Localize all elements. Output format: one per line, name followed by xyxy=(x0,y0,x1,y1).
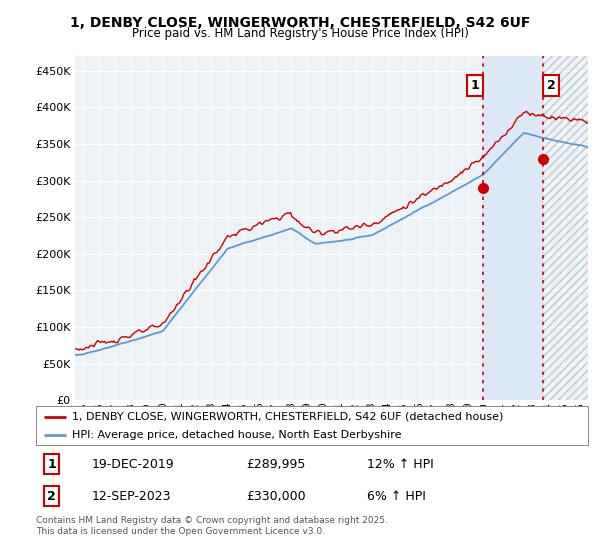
Text: 1: 1 xyxy=(471,79,479,92)
Text: 1: 1 xyxy=(47,458,56,470)
Text: 6% ↑ HPI: 6% ↑ HPI xyxy=(367,490,426,503)
Text: Price paid vs. HM Land Registry's House Price Index (HPI): Price paid vs. HM Land Registry's House … xyxy=(131,27,469,40)
Bar xyxy=(543,56,588,400)
Text: 12% ↑ HPI: 12% ↑ HPI xyxy=(367,458,434,470)
Text: £289,995: £289,995 xyxy=(246,458,305,470)
Bar xyxy=(483,56,543,400)
Bar xyxy=(543,56,588,400)
Text: 1, DENBY CLOSE, WINGERWORTH, CHESTERFIELD, S42 6UF: 1, DENBY CLOSE, WINGERWORTH, CHESTERFIEL… xyxy=(70,16,530,30)
Text: HPI: Average price, detached house, North East Derbyshire: HPI: Average price, detached house, Nort… xyxy=(72,431,401,440)
Text: 12-SEP-2023: 12-SEP-2023 xyxy=(91,490,170,503)
Text: 2: 2 xyxy=(47,490,56,503)
Text: 19-DEC-2019: 19-DEC-2019 xyxy=(91,458,174,470)
Text: £330,000: £330,000 xyxy=(246,490,305,503)
Text: Contains HM Land Registry data © Crown copyright and database right 2025.
This d: Contains HM Land Registry data © Crown c… xyxy=(36,516,388,536)
Text: 2: 2 xyxy=(547,79,556,92)
Text: 1, DENBY CLOSE, WINGERWORTH, CHESTERFIELD, S42 6UF (detached house): 1, DENBY CLOSE, WINGERWORTH, CHESTERFIEL… xyxy=(72,412,503,422)
